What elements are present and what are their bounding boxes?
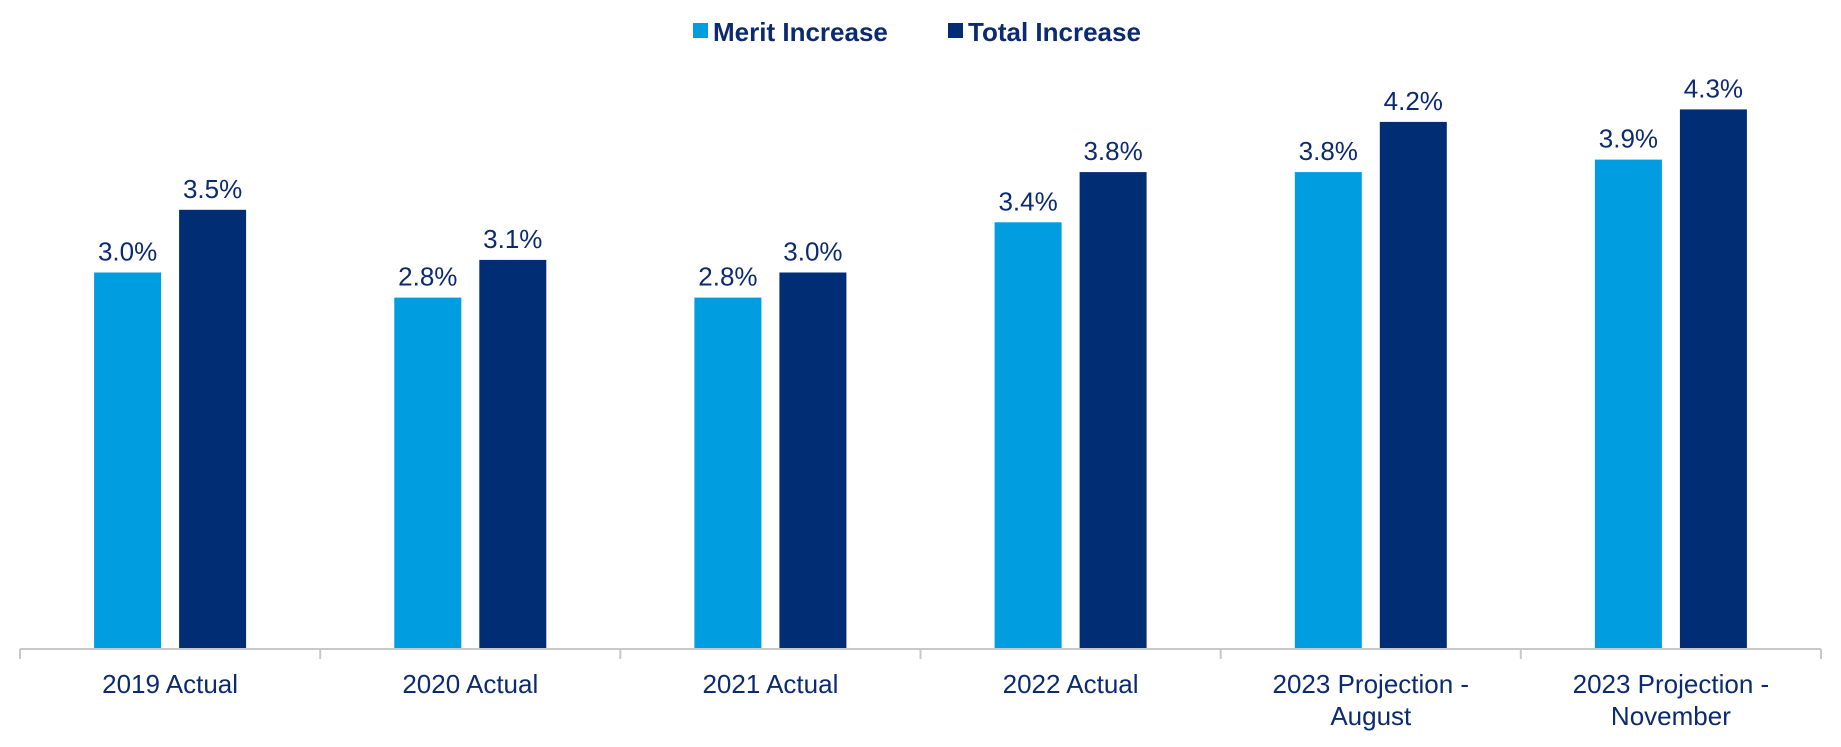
- x-tick-label-2020-actual: 2020 Actual: [402, 669, 538, 699]
- bar-merit-increase-2022-actual: [994, 222, 1062, 650]
- value-label-merit-increase-2020-actual: 2.8%: [398, 262, 457, 292]
- bar-merit-increase-2019-actual: [94, 272, 162, 649]
- x-tick-label-2023-projection-august: 2023 Projection -August: [1273, 669, 1470, 731]
- bar-total-increase-2023-projection-august: [1379, 121, 1447, 649]
- x-tick-labels-group: 2019 Actual 2020 Actual 2021 Actual 2022 Ac…: [102, 669, 1769, 731]
- legend: Merit Increase Total Increase: [693, 17, 1141, 47]
- legend-swatch-total-increase: [948, 23, 963, 38]
- value-label-total-increase-2023-projection-november: 4.3%: [1684, 73, 1743, 103]
- legend-swatch-merit-increase: [693, 23, 708, 38]
- x-tick-label-2022-actual: 2022 Actual: [1003, 669, 1139, 699]
- bar-total-increase-2023-projection-november: [1679, 109, 1747, 649]
- bar-total-increase-2021-actual: [779, 272, 847, 649]
- bar-merit-increase-2021-actual: [694, 297, 762, 649]
- x-tick-label-2019-actual: 2019 Actual: [102, 669, 238, 699]
- value-label-merit-increase-2021-actual: 2.8%: [698, 262, 757, 292]
- bar-merit-increase-2023-projection-august: [1294, 172, 1362, 649]
- x-tick-label-2021-actual: 2021 Actual: [702, 669, 838, 699]
- value-label-merit-increase-2023-projection-november: 3.9%: [1599, 124, 1658, 154]
- value-label-total-increase-2021-actual: 3.0%: [783, 237, 842, 267]
- bar-total-increase-2022-actual: [1079, 172, 1147, 649]
- value-label-total-increase-2020-actual: 3.1%: [483, 224, 542, 254]
- value-label-total-increase-2022-actual: 3.8%: [1083, 136, 1142, 166]
- bar-merit-increase-2023-projection-november: [1594, 159, 1662, 649]
- legend-label-merit-increase: Merit Increase: [713, 17, 888, 47]
- value-label-merit-increase-2022-actual: 3.4%: [998, 186, 1057, 216]
- value-label-total-increase-2019-actual: 3.5%: [183, 174, 242, 204]
- x-tick-label-2023-projection-november: 2023 Projection -November: [1573, 669, 1770, 731]
- value-label-merit-increase-2019-actual: 3.0%: [98, 237, 157, 267]
- bar-merit-increase-2020-actual: [394, 297, 462, 649]
- bar-total-increase-2020-actual: [479, 259, 547, 649]
- bar-total-increase-2019-actual: [179, 209, 247, 650]
- value-label-total-increase-2023-projection-august: 4.2%: [1384, 86, 1443, 116]
- x-axis: [19, 648, 1822, 659]
- bars-group: [94, 109, 1747, 650]
- legend-label-total-increase: Total Increase: [968, 17, 1141, 47]
- value-labels-group: 3.0% 3.5% 2.8% 3.1% 2.8% 3.0% 3.4% 3.8% 3.8% 4.2%…: [98, 73, 1743, 291]
- value-label-merit-increase-2023-projection-august: 3.8%: [1299, 136, 1358, 166]
